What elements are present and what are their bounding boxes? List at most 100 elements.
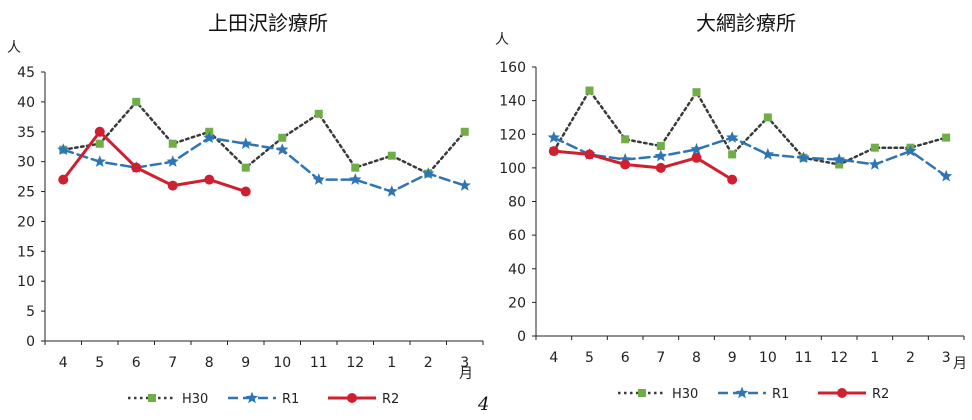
- legend-swatch-marker: [148, 394, 156, 402]
- chart-title: 上田沢診療所: [208, 11, 328, 35]
- legend-item-R1: R1: [718, 386, 789, 402]
- x-tick-label: 2: [906, 350, 915, 366]
- x-tick-label: 4: [549, 350, 558, 366]
- x-tick-label: 3: [942, 350, 951, 366]
- data-point-R2: [167, 180, 178, 191]
- x-tick-label: 6: [132, 355, 141, 371]
- data-point-H30: [870, 143, 879, 152]
- data-point-H30: [692, 88, 701, 97]
- data-point-H30: [835, 160, 844, 169]
- data-point-R2: [655, 162, 666, 173]
- series-line-H30: [552, 89, 948, 166]
- y-tick-label: 40: [17, 95, 35, 111]
- y-tick-label: 35: [17, 125, 35, 141]
- data-point-R1: [690, 142, 703, 155]
- y-tick-label: 45: [17, 65, 35, 81]
- data-point-R1: [726, 131, 739, 143]
- legend-label: R2: [382, 392, 399, 407]
- legend-label: H30: [672, 387, 698, 402]
- series-R1: [547, 131, 953, 182]
- data-point-R2: [727, 174, 738, 185]
- legend-item-R2: R2: [818, 387, 889, 402]
- x-tick-label: 8: [205, 355, 214, 371]
- chart-kamitazawa-clinic: 上田沢診療所人 0 5 10 15 20 25 30 35 40 45 4 5 6 7 8 9 10 11 12 1 2 3…: [0, 0, 486, 416]
- data-point-R2: [691, 152, 702, 163]
- data-point-R2: [548, 146, 559, 157]
- y-tick-label: 20: [17, 214, 35, 230]
- y-tick-label: 0: [26, 334, 35, 350]
- x-tick-label: 9: [728, 350, 737, 366]
- data-point-R1: [654, 149, 667, 162]
- legend: H30 R1 R2: [128, 391, 399, 407]
- y-tick-label: 25: [17, 185, 35, 201]
- x-tick-label: 6: [621, 350, 630, 366]
- legend-label: H30: [182, 392, 208, 407]
- x-tick-label: 10: [273, 355, 291, 371]
- series-line-R1: [552, 136, 948, 178]
- data-point-R2: [240, 186, 251, 197]
- data-point-R1: [203, 131, 216, 143]
- x-tick-label: 7: [656, 350, 665, 366]
- data-point-R1: [422, 167, 435, 179]
- y-tick-label: 60: [508, 228, 526, 244]
- x-tick-label: 1: [387, 355, 396, 371]
- legend-label: R2: [872, 387, 889, 402]
- data-point-R1: [93, 155, 106, 167]
- x-tick-label: 10: [759, 350, 777, 366]
- data-point-R1: [940, 169, 953, 182]
- series-line-R2: [61, 130, 248, 194]
- data-point-H30: [314, 109, 323, 118]
- series-line-R2: [552, 149, 734, 182]
- legend-item-R2: R2: [328, 392, 399, 407]
- y-tick-label: 10: [17, 274, 35, 290]
- legend-item-H30: H30: [618, 387, 698, 402]
- data-point-R1: [312, 173, 325, 185]
- legend-swatch-marker: [735, 386, 749, 399]
- data-point-H30: [585, 86, 594, 95]
- x-tick-label: 11: [795, 350, 813, 366]
- x-tick-label: 7: [168, 355, 177, 371]
- legend-swatch-marker: [347, 393, 357, 403]
- data-point-H30: [95, 139, 104, 148]
- data-point-R2: [584, 149, 595, 160]
- data-point-R1: [349, 173, 362, 185]
- page-number: 4: [478, 394, 490, 415]
- x-tick-label: 8: [692, 350, 701, 366]
- chart-oami-clinic: 大網診療所人 0 20 40 60 80 100 120 140 160 4 5 6 7 8 9 10 11 12 1…: [486, 0, 972, 416]
- y-tick-label: 5: [26, 304, 35, 320]
- data-point-R2: [131, 162, 142, 173]
- x-tick-label: 12: [346, 355, 364, 371]
- legend-swatch-marker: [245, 391, 259, 404]
- legend-item-H30: H30: [128, 392, 208, 407]
- legend-swatch-marker: [638, 389, 646, 397]
- y-tick-label: 160: [499, 60, 526, 76]
- data-point-H30: [942, 133, 951, 142]
- data-point-R2: [94, 126, 105, 137]
- x-tick-label: 1: [870, 350, 879, 366]
- y-tick-label: 140: [499, 94, 526, 110]
- legend-label: R1: [282, 392, 299, 407]
- series-line-H30: [62, 100, 467, 175]
- legend: H30 R1 R2: [618, 386, 889, 402]
- y-tick-label: 0: [517, 329, 526, 345]
- data-point-R1: [166, 155, 179, 167]
- data-point-R1: [619, 153, 632, 165]
- chart-title: 大網診療所: [696, 11, 796, 35]
- data-point-R2: [204, 174, 215, 185]
- legend-label: R1: [772, 387, 789, 402]
- x-axis-label: 月: [953, 356, 967, 372]
- data-point-R1: [868, 158, 881, 170]
- x-tick-label: 3: [460, 355, 469, 371]
- data-point-R1: [904, 144, 917, 157]
- y-tick-label: 15: [17, 244, 35, 260]
- legend-item-R1: R1: [228, 391, 299, 407]
- x-tick-label: 5: [95, 355, 104, 371]
- x-tick-label: 11: [310, 355, 328, 371]
- y-tick-label: 120: [499, 127, 526, 143]
- y-tick-label: 30: [17, 155, 35, 171]
- series-line-R1: [62, 136, 467, 193]
- data-point-R1: [797, 151, 810, 163]
